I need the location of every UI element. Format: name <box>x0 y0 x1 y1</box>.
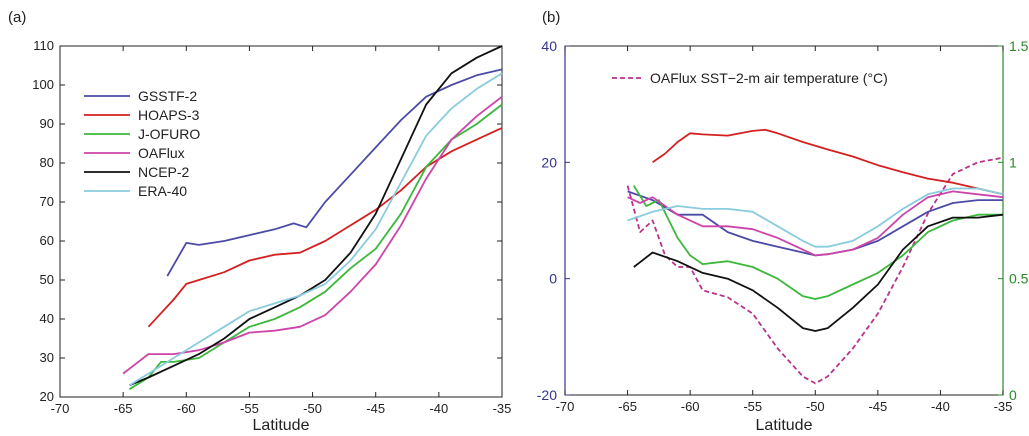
right-y-tick-label: 0.5 <box>1009 271 1029 287</box>
x-tick-label: -60 <box>177 401 196 416</box>
x-tick-label: -45 <box>366 401 385 416</box>
panel-b-right-y-axis: 0 0.5 1 1.5 <box>998 38 1029 403</box>
series-line-gsstf-2 <box>166 68 503 277</box>
y-tick-label: 40 <box>40 311 54 326</box>
right-y-tick-label: 0 <box>1009 387 1017 403</box>
x-tick-label: -65 <box>114 401 133 416</box>
panel-b-label: (b) <box>542 9 560 26</box>
y-tick-label: 30 <box>40 350 54 365</box>
x-tick-label: -65 <box>618 399 637 414</box>
x-tick-label: -35 <box>994 399 1013 414</box>
series-line-ncep-2 <box>129 45 503 387</box>
y-tick-label: 20 <box>40 389 54 404</box>
y-tick-label: 110 <box>33 38 54 53</box>
series-line-oaflux-sst-2-m-air-temperature-c <box>626 156 1004 385</box>
y-tick-label: 70 <box>40 194 54 209</box>
left-y-tick-label: 20 <box>541 154 557 170</box>
panel-b: (b) -20 0 20 40 0 0.5 1 1.5 -70 -65 -60 -55 -50 -45… <box>537 9 1029 434</box>
x-tick-label: -55 <box>240 401 259 416</box>
panel-b-xlabel: Latitude <box>756 417 813 434</box>
y-tick-label: 50 <box>40 272 54 287</box>
x-tick-label: -55 <box>743 399 762 414</box>
series-line-era-40 <box>627 187 1004 248</box>
legend-label-gsstf-2: GSSTF-2 <box>138 88 197 104</box>
left-y-tick-label: 40 <box>541 38 557 54</box>
x-tick-label: -60 <box>681 399 700 414</box>
y-tick-label: 90 <box>40 116 54 131</box>
right-y-tick-label: 1 <box>1009 154 1017 170</box>
x-tick-label: -45 <box>868 399 887 414</box>
panel-a-xlabel: Latitude <box>253 417 310 434</box>
panel-b-frame <box>564 45 1004 396</box>
legend-label-oaflux: OAFlux <box>138 145 185 161</box>
series-line-j-ofuro <box>129 103 503 390</box>
panel-b-left-y-axis: -20 0 20 40 <box>537 38 570 403</box>
legend-label-era-40: ERA-40 <box>138 183 187 199</box>
y-tick-label: 100 <box>32 77 54 92</box>
y-tick-label: 80 <box>40 155 54 170</box>
x-tick-label: -70 <box>51 401 70 416</box>
series-line-j-ofuro <box>633 185 1003 300</box>
x-tick-label: -50 <box>806 399 825 414</box>
legend-label-ncep-2: NCEP-2 <box>138 164 190 180</box>
x-tick-label: -35 <box>493 401 512 416</box>
x-tick-label: -50 <box>303 401 322 416</box>
panel-a-series <box>122 45 503 390</box>
panel-a-y-axis: 20 30 40 50 60 70 80 90 100 110 <box>32 38 502 404</box>
series-line-hoaps-3 <box>652 128 1004 196</box>
series-line-ncep-2 <box>633 213 1004 332</box>
panel-b-series <box>626 128 1004 385</box>
legend-label-j-ofuro: J-OFURO <box>138 126 200 142</box>
panel-a-frame <box>59 45 503 398</box>
legend-label-sst-air-diff: OAFlux SST−2-m air temperature (°C) <box>650 70 888 86</box>
panel-a-label: (a) <box>8 9 26 26</box>
x-tick-label: -70 <box>556 399 575 414</box>
y-tick-label: 60 <box>40 233 54 248</box>
series-line-oaflux <box>122 95 503 375</box>
left-y-tick-label: -20 <box>537 387 557 403</box>
legend-label-hoaps-3: HOAPS-3 <box>138 107 200 123</box>
series-line-hoaps-3 <box>147 127 503 328</box>
x-tick-label: -40 <box>931 399 950 414</box>
panel-a-legend: GSSTF-2 HOAPS-3 J-OFURO OAFlux NCEP-2 ERA-40 <box>84 88 200 199</box>
panel-b-legend: OAFlux SST−2-m air temperature (°C) <box>612 70 888 86</box>
series-line-oaflux <box>627 190 1004 257</box>
panel-a-x-axis: -70 -65 -60 -55 -50 -45 -40 -35 <box>51 46 512 416</box>
x-tick-label: -40 <box>429 401 448 416</box>
right-y-tick-label: 1.5 <box>1009 38 1029 54</box>
panel-b-x-axis: -70 -65 -60 -55 -50 -45 -40 -35 <box>556 46 1013 414</box>
left-y-tick-label: 0 <box>549 271 557 287</box>
series-line-era-40 <box>129 72 503 387</box>
